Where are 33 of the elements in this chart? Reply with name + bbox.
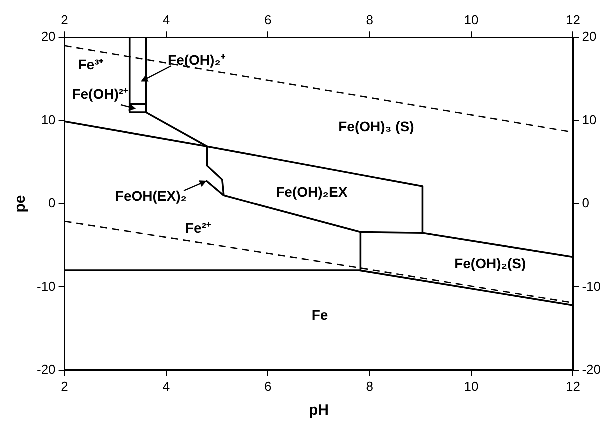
y-tick-label: -20 [36, 362, 56, 377]
annotation: Fe²⁺ [186, 220, 212, 236]
x2-tick-label: 8 [366, 12, 374, 28]
y2-tick-label: 0 [582, 196, 590, 211]
x-tick-label: 4 [162, 378, 170, 394]
annotation: Fe(OH)₂(S) [454, 256, 526, 272]
annotation: Fe(OH)₂EX [276, 184, 348, 200]
annotation: FeOH(EX)₂ [115, 188, 187, 204]
x-tick-label: 6 [264, 378, 272, 394]
y-tick-label: 20 [41, 29, 56, 44]
y2-tick-label: 10 [582, 112, 597, 128]
y2-tick-label: -10 [582, 278, 602, 294]
x-tick-label: 8 [366, 378, 374, 394]
y-axis-title: pe [12, 195, 30, 213]
x-tick-label: 2 [61, 378, 68, 394]
x2-tick-label: 4 [162, 12, 170, 28]
x2-tick-label: 6 [264, 12, 272, 28]
annotation: Fe [312, 307, 328, 324]
annotation: Fe(OH)₂⁺ [168, 52, 226, 68]
y-tick-label: 0 [48, 196, 56, 211]
annotation: Fe(OH)²⁺ [72, 86, 129, 102]
annotation: Fe(OH)₃ (S) [338, 118, 414, 134]
x-tick-label: 10 [464, 378, 479, 394]
annotation: Fe³⁺ [78, 56, 104, 73]
x2-tick-label: 10 [464, 12, 479, 28]
x-tick-label: 12 [566, 378, 580, 394]
x2-tick-label: 2 [61, 12, 68, 28]
y-tick-label: -10 [36, 278, 56, 294]
x2-tick-label: 12 [566, 12, 580, 28]
y-tick-label: 10 [41, 112, 56, 128]
x-axis-title: pH [309, 402, 329, 420]
y2-tick-label: 20 [582, 29, 597, 44]
y2-tick-label: -20 [582, 362, 602, 377]
